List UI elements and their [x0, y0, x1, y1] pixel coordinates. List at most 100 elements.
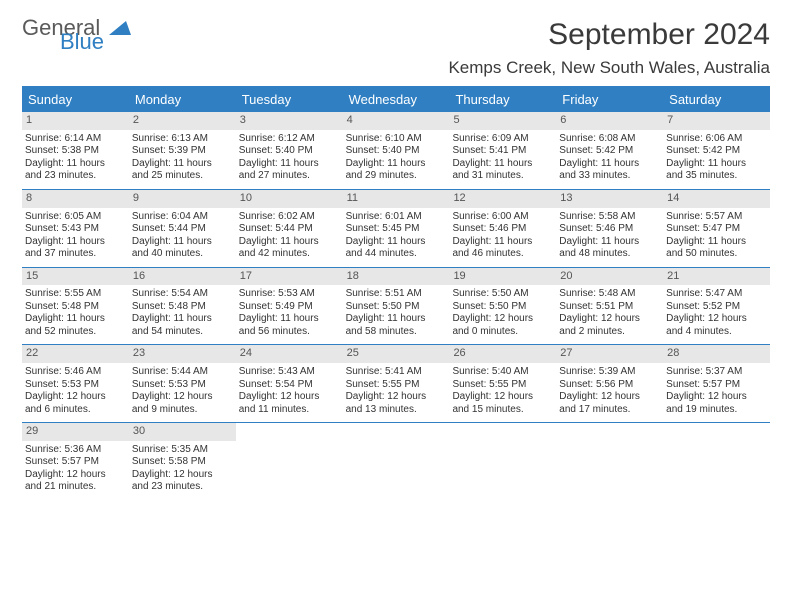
logo: General Blue [22, 18, 131, 52]
day-detail-line: Daylight: 12 hours [132, 469, 233, 482]
day-detail-line: Sunrise: 5:43 AM [239, 366, 340, 379]
calendar-day: 16Sunrise: 5:54 AMSunset: 5:48 PMDayligh… [129, 268, 236, 345]
day-detail-line: Sunset: 5:43 PM [25, 223, 126, 236]
day-detail-line: and 23 minutes. [25, 170, 126, 183]
week-row: 8Sunrise: 6:05 AMSunset: 5:43 PMDaylight… [22, 189, 770, 267]
location: Kemps Creek, New South Wales, Australia [448, 58, 770, 78]
day-detail-line: Sunset: 5:57 PM [666, 379, 767, 392]
day-number: 20 [556, 268, 663, 286]
week-row: 29Sunrise: 5:36 AMSunset: 5:57 PMDayligh… [22, 422, 770, 500]
calendar-day [663, 423, 770, 500]
calendar-day: 7Sunrise: 6:06 AMSunset: 5:42 PMDaylight… [663, 112, 770, 189]
day-detail-line: Sunrise: 5:50 AM [452, 288, 553, 301]
day-number: 13 [556, 190, 663, 208]
day-detail-line: Sunrise: 5:51 AM [346, 288, 447, 301]
day-detail-line: Daylight: 12 hours [346, 391, 447, 404]
day-detail-line: Sunset: 5:50 PM [452, 301, 553, 314]
day-detail-line: Daylight: 11 hours [346, 158, 447, 171]
day-number: 22 [22, 345, 129, 363]
day-detail-line: and 35 minutes. [666, 170, 767, 183]
calendar-day: 10Sunrise: 6:02 AMSunset: 5:44 PMDayligh… [236, 190, 343, 267]
day-detail-line: and 58 minutes. [346, 326, 447, 339]
day-detail-line: Sunrise: 6:00 AM [452, 211, 553, 224]
dow-monday: Monday [129, 88, 236, 111]
calendar-day [236, 423, 343, 500]
day-number: 8 [22, 190, 129, 208]
day-number: 30 [129, 423, 236, 441]
week-row: 22Sunrise: 5:46 AMSunset: 5:53 PMDayligh… [22, 344, 770, 422]
day-detail-line: Sunset: 5:42 PM [666, 145, 767, 158]
day-of-week-header: Sunday Monday Tuesday Wednesday Thursday… [22, 88, 770, 111]
day-detail-line: Sunset: 5:44 PM [239, 223, 340, 236]
day-detail-line: Sunset: 5:58 PM [132, 456, 233, 469]
day-detail-line: Sunset: 5:49 PM [239, 301, 340, 314]
day-detail-line: Daylight: 11 hours [666, 158, 767, 171]
day-detail-line: and 0 minutes. [452, 326, 553, 339]
day-detail-line: and 17 minutes. [559, 404, 660, 417]
day-detail-line: and 42 minutes. [239, 248, 340, 261]
day-detail-line: Sunset: 5:40 PM [346, 145, 447, 158]
day-detail-line: Daylight: 12 hours [559, 391, 660, 404]
calendar-day: 26Sunrise: 5:40 AMSunset: 5:55 PMDayligh… [449, 345, 556, 422]
day-detail-line: Sunrise: 6:13 AM [132, 133, 233, 146]
day-detail-line: Sunset: 5:38 PM [25, 145, 126, 158]
day-number: 16 [129, 268, 236, 286]
day-detail-line: Sunrise: 5:40 AM [452, 366, 553, 379]
day-number: 29 [22, 423, 129, 441]
calendar-day: 1Sunrise: 6:14 AMSunset: 5:38 PMDaylight… [22, 112, 129, 189]
calendar-day: 28Sunrise: 5:37 AMSunset: 5:57 PMDayligh… [663, 345, 770, 422]
calendar-day: 27Sunrise: 5:39 AMSunset: 5:56 PMDayligh… [556, 345, 663, 422]
day-detail-line: Daylight: 12 hours [132, 391, 233, 404]
calendar-day: 22Sunrise: 5:46 AMSunset: 5:53 PMDayligh… [22, 345, 129, 422]
day-detail-line: Sunrise: 6:14 AM [25, 133, 126, 146]
day-detail-line: Sunset: 5:48 PM [25, 301, 126, 314]
day-detail-line: and 9 minutes. [132, 404, 233, 417]
day-number: 23 [129, 345, 236, 363]
calendar-day: 30Sunrise: 5:35 AMSunset: 5:58 PMDayligh… [129, 423, 236, 500]
day-detail-line: Sunset: 5:52 PM [666, 301, 767, 314]
day-detail-line: and 21 minutes. [25, 481, 126, 494]
day-detail-line: Sunset: 5:42 PM [559, 145, 660, 158]
day-detail-line: Daylight: 11 hours [132, 158, 233, 171]
calendar-day: 18Sunrise: 5:51 AMSunset: 5:50 PMDayligh… [343, 268, 450, 345]
day-detail-line: Daylight: 12 hours [452, 391, 553, 404]
day-detail-line: Sunrise: 5:57 AM [666, 211, 767, 224]
calendar-day: 15Sunrise: 5:55 AMSunset: 5:48 PMDayligh… [22, 268, 129, 345]
calendar-day [449, 423, 556, 500]
day-detail-line: Sunrise: 6:01 AM [346, 211, 447, 224]
day-detail-line: Sunrise: 6:05 AM [25, 211, 126, 224]
day-detail-line: Sunrise: 5:37 AM [666, 366, 767, 379]
day-number: 15 [22, 268, 129, 286]
day-number: 28 [663, 345, 770, 363]
day-detail-line: Sunrise: 6:09 AM [452, 133, 553, 146]
day-detail-line: Sunset: 5:53 PM [25, 379, 126, 392]
day-number: 27 [556, 345, 663, 363]
day-detail-line: Daylight: 11 hours [346, 313, 447, 326]
day-detail-line: and 15 minutes. [452, 404, 553, 417]
calendar-day: 24Sunrise: 5:43 AMSunset: 5:54 PMDayligh… [236, 345, 343, 422]
day-number: 9 [129, 190, 236, 208]
day-detail-line: and 27 minutes. [239, 170, 340, 183]
day-detail-line: Daylight: 11 hours [452, 158, 553, 171]
month-title: September 2024 [448, 18, 770, 52]
day-detail-line: Daylight: 11 hours [559, 158, 660, 171]
calendar-day [343, 423, 450, 500]
calendar: Sunday Monday Tuesday Wednesday Thursday… [22, 86, 770, 500]
calendar-day: 5Sunrise: 6:09 AMSunset: 5:41 PMDaylight… [449, 112, 556, 189]
day-number: 18 [343, 268, 450, 286]
day-detail-line: Daylight: 11 hours [132, 313, 233, 326]
day-detail-line: and 40 minutes. [132, 248, 233, 261]
calendar-day: 14Sunrise: 5:57 AMSunset: 5:47 PMDayligh… [663, 190, 770, 267]
day-number: 2 [129, 112, 236, 130]
day-detail-line: Sunrise: 5:58 AM [559, 211, 660, 224]
day-number: 24 [236, 345, 343, 363]
day-detail-line: and 52 minutes. [25, 326, 126, 339]
day-detail-line: Sunset: 5:46 PM [559, 223, 660, 236]
day-detail-line: Daylight: 11 hours [25, 313, 126, 326]
dow-wednesday: Wednesday [343, 88, 450, 111]
day-detail-line: Sunset: 5:55 PM [452, 379, 553, 392]
day-number: 3 [236, 112, 343, 130]
day-detail-line: and 56 minutes. [239, 326, 340, 339]
day-detail-line: and 13 minutes. [346, 404, 447, 417]
calendar-day: 3Sunrise: 6:12 AMSunset: 5:40 PMDaylight… [236, 112, 343, 189]
